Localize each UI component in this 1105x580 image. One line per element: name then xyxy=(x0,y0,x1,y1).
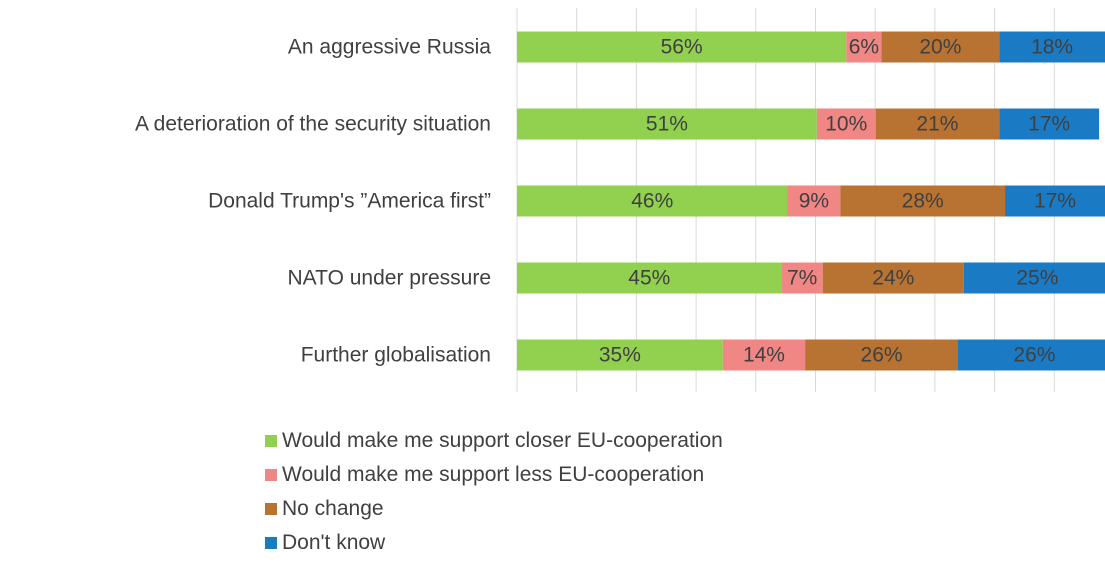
data-label: 20% xyxy=(919,36,961,59)
bar-segment xyxy=(999,108,1100,140)
data-label: 18% xyxy=(1031,36,1073,59)
data-label: 26% xyxy=(1013,344,1055,367)
data-label: 9% xyxy=(799,190,829,213)
bar-segment xyxy=(881,31,1000,63)
legend-label: Would make me support closer EU-cooperat… xyxy=(282,429,723,452)
bar-segment xyxy=(517,185,788,217)
bar-segment xyxy=(517,262,782,294)
bar-segment xyxy=(787,185,841,217)
data-label: 35% xyxy=(599,344,641,367)
bar-segment xyxy=(1005,185,1105,217)
bar-segment xyxy=(822,262,964,294)
legend-item-less: Would make me support less EU-cooperatio… xyxy=(265,458,723,492)
bars: 56% 6% 20% 18% 51% 10% 21% 17% 46% 9% 28% 17% 45% 7% 2… xyxy=(517,31,1105,371)
legend-swatch xyxy=(265,503,277,515)
data-label: 25% xyxy=(1016,267,1058,290)
data-label: 17% xyxy=(1028,113,1070,136)
legend-item-dont-know: Don't know xyxy=(265,526,723,560)
data-label: 10% xyxy=(825,113,867,136)
category-label: An aggressive Russia xyxy=(288,36,491,59)
data-label: 45% xyxy=(628,267,670,290)
bar-segment xyxy=(517,31,847,63)
bar-segment xyxy=(958,339,1105,371)
data-label: 7% xyxy=(787,267,817,290)
legend-swatch xyxy=(265,435,277,447)
legend-swatch xyxy=(265,537,277,549)
data-label: 26% xyxy=(861,344,903,367)
legend-swatch xyxy=(265,469,277,481)
category-labels: An aggressive Russia A deterioration of t… xyxy=(135,36,491,367)
data-label: 6% xyxy=(849,36,879,59)
data-label: 51% xyxy=(646,113,688,136)
data-label: 56% xyxy=(661,36,703,59)
data-label: 14% xyxy=(743,344,785,367)
legend: Would make me support closer EU-cooperat… xyxy=(265,424,723,560)
data-label: 46% xyxy=(631,190,673,213)
legend-item-closer: Would make me support closer EU-cooperat… xyxy=(265,424,723,458)
data-label: 24% xyxy=(872,267,914,290)
bar-segment xyxy=(840,185,1006,217)
legend-label: Would make me support less EU-cooperatio… xyxy=(282,463,705,486)
bar-segment xyxy=(999,31,1105,63)
bar-segment xyxy=(875,108,1000,140)
bar-segment xyxy=(846,31,882,63)
legend-label: No change xyxy=(282,497,384,520)
bar-segment xyxy=(517,108,817,140)
bar-segment xyxy=(963,262,1105,294)
category-label: Donald Trump's ”America first” xyxy=(208,190,491,213)
data-label: 17% xyxy=(1034,190,1076,213)
bar-segment xyxy=(722,339,806,371)
category-label: NATO under pressure xyxy=(288,267,491,290)
bar-segment xyxy=(781,262,823,294)
bar-segment xyxy=(805,339,958,371)
data-label: 21% xyxy=(916,113,958,136)
bar-segment xyxy=(517,339,723,371)
legend-label: Don't know xyxy=(282,531,386,554)
chart-plot: 56% 6% 20% 18% 51% 10% 21% 17% 46% 9% 28% 17% 45% 7% 2… xyxy=(135,8,1105,392)
category-label: Further globalisation xyxy=(301,344,491,367)
data-label: 28% xyxy=(902,190,944,213)
legend-item-no-change: No change xyxy=(265,492,723,526)
category-label: A deterioration of the security situatio… xyxy=(135,113,491,136)
bar-segment xyxy=(816,108,876,140)
